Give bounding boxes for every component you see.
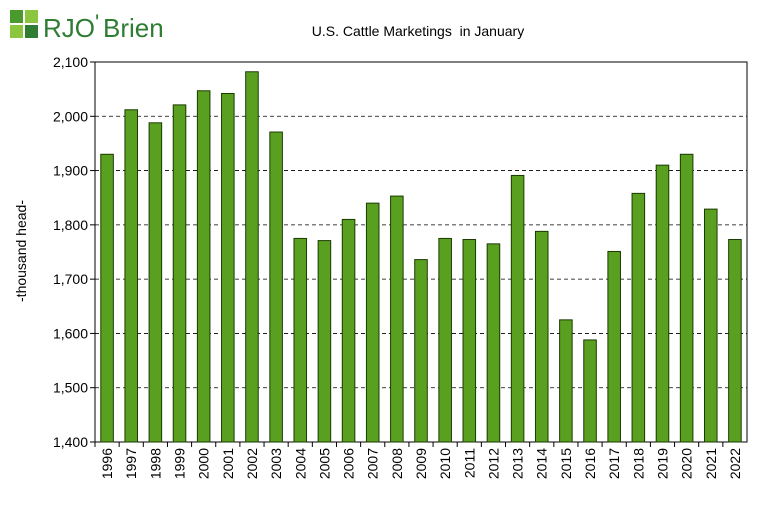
- x-tick-label-2001: 2001: [220, 448, 236, 479]
- bar-1996: [100, 153, 114, 443]
- x-tick-label-1998: 1998: [147, 448, 163, 479]
- bar-2008: [390, 195, 404, 443]
- logo-mark-icon: [10, 10, 38, 38]
- x-tick-label-1996: 1996: [99, 448, 115, 479]
- x-tick-label-2018: 2018: [630, 448, 646, 479]
- bar-2003: [269, 131, 283, 443]
- logo-text-rjo: RJO: [43, 13, 95, 43]
- bar-2013: [510, 174, 525, 443]
- y-tick-label: 1,700: [53, 271, 88, 287]
- x-tick-label-2019: 2019: [654, 448, 670, 479]
- y-axis-ticks: 1,400 1,500 1,600 1,700 1,800 1,900 2,000 2,100: [53, 54, 95, 450]
- y-tick-label: 1,600: [53, 325, 88, 341]
- bar-2019: [655, 164, 670, 443]
- bar-2006: [341, 218, 356, 443]
- x-tick-label-2008: 2008: [389, 448, 405, 479]
- bar-1998: [148, 122, 163, 443]
- bar-2020: [679, 153, 694, 443]
- bar-2009: [414, 259, 428, 443]
- x-tick-label-2006: 2006: [341, 448, 357, 479]
- x-tick-label-2009: 2009: [413, 448, 429, 479]
- x-tick-label-2020: 2020: [679, 448, 695, 479]
- x-tick-label-2015: 2015: [558, 448, 574, 479]
- logo-text-brien: Brien: [103, 13, 164, 43]
- y-tick-label: 1,900: [53, 163, 88, 179]
- x-tick-label-2022: 2022: [727, 448, 743, 479]
- bar-2001: [221, 92, 235, 443]
- x-tick-label-2002: 2002: [244, 448, 260, 479]
- x-tick-label-2012: 2012: [485, 448, 501, 479]
- bar-2000: [196, 90, 211, 443]
- x-tick-label-2007: 2007: [365, 448, 381, 479]
- x-tick-label-2004: 2004: [292, 448, 308, 479]
- bar-2007: [365, 202, 380, 443]
- x-tick-label-2011: 2011: [461, 448, 477, 478]
- bar-2010: [438, 237, 452, 443]
- bar-2016: [583, 339, 597, 443]
- bar-2018: [631, 192, 646, 443]
- x-tick-label-2021: 2021: [703, 448, 719, 479]
- x-tick-label-2013: 2013: [510, 448, 526, 479]
- bar-2021: [703, 208, 718, 443]
- x-tick-label-2000: 2000: [196, 448, 212, 479]
- bar-1999: [172, 104, 187, 443]
- x-tick-label-2014: 2014: [534, 448, 550, 479]
- x-tick-label-1999: 1999: [172, 448, 188, 479]
- bar-2022: [728, 239, 742, 443]
- bar-2004: [293, 237, 308, 443]
- bar-2015: [559, 319, 573, 443]
- y-tick-label: 2,100: [53, 54, 88, 70]
- bar-2012: [486, 243, 501, 443]
- bar-1997: [124, 109, 139, 443]
- y-axis-label: -thousand head-: [13, 200, 29, 302]
- x-tick-label-1997: 1997: [123, 448, 139, 479]
- chart-title: U.S. Cattle Marketings in January: [312, 23, 524, 39]
- y-tick-label: 1,500: [53, 380, 88, 396]
- bar-2005: [317, 240, 332, 443]
- bar-2002: [245, 71, 259, 443]
- y-tick-label: 1,800: [53, 217, 88, 233]
- bars: [100, 71, 742, 443]
- x-axis-ticks: 1996 1997 1998 1999 2000 2001 2002 2003 2004 2005…: [94, 442, 743, 479]
- y-tick-label: 2,000: [53, 108, 88, 124]
- x-tick-label-2005: 2005: [316, 448, 332, 479]
- x-tick-label-2017: 2017: [606, 448, 622, 479]
- x-tick-label-2016: 2016: [582, 448, 598, 479]
- logo: RJO ' Brien: [10, 10, 164, 43]
- bar-2014: [534, 230, 549, 443]
- logo-text-apostrophe: ': [95, 10, 99, 35]
- x-tick-label-2003: 2003: [268, 448, 284, 479]
- y-tick-label: 1,400: [53, 434, 88, 450]
- x-tick-label-2010: 2010: [437, 448, 453, 479]
- bar-2017: [607, 250, 621, 443]
- bar-2011: [462, 239, 477, 443]
